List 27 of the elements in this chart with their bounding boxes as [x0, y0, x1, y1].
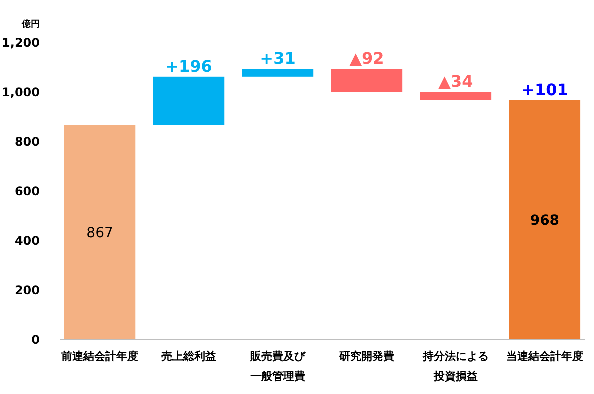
bar	[509, 100, 581, 340]
x-tick-label: 販売費及び一般管理費	[250, 350, 307, 383]
y-tick-label: 0	[32, 333, 40, 347]
x-tick-label: 前連結会計年度	[60, 350, 139, 363]
data-label: ▲92	[350, 49, 384, 68]
x-tick-label: 当連結会計年度	[506, 350, 584, 363]
annotation: +101	[522, 80, 568, 100]
y-tick-label: 800	[14, 135, 40, 149]
bar	[64, 125, 136, 340]
y-tick-label: 200	[14, 284, 40, 298]
y-tick-label: 1,200	[2, 36, 40, 50]
data-label: +31	[260, 49, 296, 68]
data-label: 867	[86, 226, 114, 242]
x-tick-label: 研究開発費	[338, 350, 394, 363]
data-label: ▲34	[438, 72, 474, 92]
bar	[331, 69, 403, 92]
y-tick-label: 400	[14, 234, 40, 248]
bar	[420, 92, 492, 100]
data-label: +196	[166, 56, 212, 76]
bar	[242, 69, 314, 77]
y-tick-label: 1,000	[2, 86, 40, 100]
x-tick-label: 持分法による投資損益	[422, 350, 489, 383]
y-tick-label: 600	[14, 184, 40, 198]
y-axis-title: 億円	[21, 19, 40, 30]
data-label: 968	[530, 213, 560, 230]
bar	[153, 76, 225, 126]
x-tick-label: 売上総利益	[162, 350, 217, 363]
